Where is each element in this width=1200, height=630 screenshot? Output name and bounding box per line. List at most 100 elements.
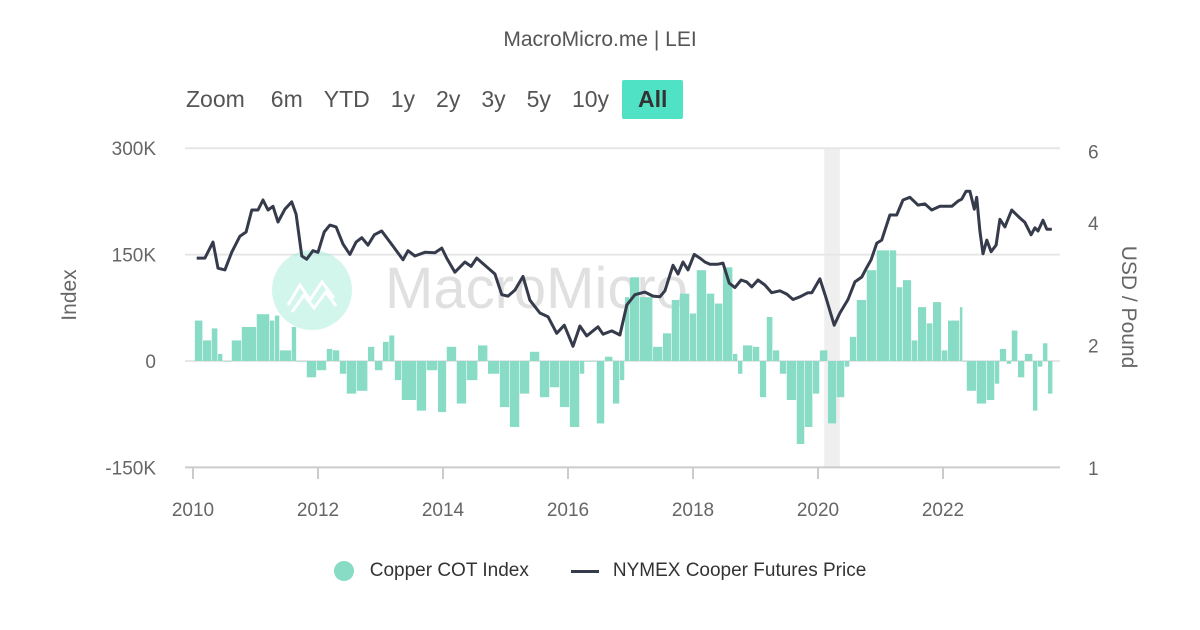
range-button-5y[interactable]: 5y bbox=[526, 86, 551, 112]
cot-bar bbox=[813, 361, 820, 394]
cot-bar bbox=[1011, 330, 1018, 361]
range-button-10y[interactable]: 10y bbox=[571, 86, 610, 112]
range-button-all[interactable]: All bbox=[622, 80, 684, 119]
x-tick-label: 2022 bbox=[922, 500, 964, 521]
cot-bar bbox=[639, 297, 653, 361]
cot-bar bbox=[218, 353, 223, 361]
cot-bar bbox=[779, 361, 787, 374]
cot-bar bbox=[509, 361, 520, 427]
cot-bar bbox=[316, 361, 327, 371]
cot-bar bbox=[223, 361, 232, 362]
cot-bar bbox=[383, 341, 389, 361]
cot-bar bbox=[569, 361, 580, 427]
cot-bar bbox=[549, 361, 560, 388]
cot-bar bbox=[478, 345, 488, 361]
cot-bar bbox=[966, 361, 977, 391]
cot-bar bbox=[256, 314, 270, 361]
y2-tick-label: 4 bbox=[1088, 214, 1099, 235]
cot-bar bbox=[714, 303, 723, 361]
range-button-2y[interactable]: 2y bbox=[436, 86, 461, 112]
cot-bar bbox=[1006, 361, 1012, 364]
range-button-1y[interactable]: 1y bbox=[390, 86, 416, 112]
cot-bar bbox=[519, 361, 530, 394]
cot-bar bbox=[804, 361, 813, 427]
x-tick-label: 2018 bbox=[672, 500, 714, 521]
y-axis-label-right: USD / Pound bbox=[1117, 246, 1140, 369]
cot-bar bbox=[723, 267, 733, 361]
chart-title: MacroMicro.me | LEI bbox=[503, 28, 697, 51]
cot-bar bbox=[866, 270, 877, 361]
cot-bar bbox=[963, 361, 967, 362]
cot-bar bbox=[211, 328, 218, 361]
cot-bar bbox=[844, 361, 850, 367]
cot-bar bbox=[786, 361, 797, 401]
cot-bar bbox=[999, 348, 1007, 361]
cot-bar bbox=[389, 335, 395, 361]
cot-bar bbox=[849, 336, 857, 361]
cot-bar bbox=[584, 361, 597, 362]
cot-bar bbox=[356, 361, 368, 391]
cot-bar bbox=[596, 361, 605, 424]
cot-bar bbox=[986, 361, 995, 401]
cot-bar bbox=[296, 361, 307, 362]
cot-bar bbox=[889, 250, 897, 361]
range-button-6m[interactable]: 6m bbox=[270, 86, 303, 112]
cot-bar bbox=[828, 361, 837, 424]
y-tick-label: 300K bbox=[112, 139, 157, 160]
cot-bar bbox=[579, 361, 585, 374]
y2-tick-label: 2 bbox=[1088, 336, 1099, 357]
cot-bar bbox=[671, 300, 680, 361]
cot-bar bbox=[274, 315, 280, 361]
y-tick-label: 150K bbox=[112, 246, 157, 267]
cot-bar bbox=[624, 297, 630, 361]
range-button-ytd[interactable]: YTD bbox=[323, 86, 370, 112]
cot-bar bbox=[819, 350, 828, 361]
cot-bar bbox=[663, 333, 672, 361]
cot-bar bbox=[948, 320, 960, 361]
cot-bar bbox=[529, 351, 540, 361]
cot-bar bbox=[1043, 343, 1048, 361]
cot-bar bbox=[738, 361, 743, 374]
cot-bar bbox=[394, 361, 402, 381]
legend-price-marker bbox=[570, 569, 599, 573]
cot-bar bbox=[994, 361, 1000, 384]
cot-bar bbox=[488, 361, 500, 374]
legend-item-price[interactable]: NYMEX Cooper Futures Price bbox=[612, 560, 867, 581]
cot-bar bbox=[466, 361, 478, 381]
x-tick-label: 2016 bbox=[547, 500, 589, 521]
cot-bar bbox=[368, 346, 375, 361]
cot-bar bbox=[438, 361, 447, 413]
cot-bar bbox=[959, 307, 963, 361]
y2-tick-label: 1 bbox=[1088, 459, 1099, 480]
cot-bar bbox=[279, 350, 292, 361]
cot-bar bbox=[629, 277, 640, 361]
zoom-label: Zoom bbox=[186, 86, 245, 112]
x-tick-label: 2010 bbox=[172, 500, 214, 521]
cot-bar bbox=[326, 348, 333, 361]
cot-bar bbox=[976, 361, 987, 404]
legend-item-cot[interactable]: Copper COT Index bbox=[369, 560, 529, 581]
cot-bar bbox=[743, 345, 753, 361]
cot-bar bbox=[706, 293, 715, 361]
cot-bar bbox=[604, 356, 613, 361]
cot-bar bbox=[911, 340, 918, 361]
cot-bar bbox=[918, 307, 927, 361]
cot-bar bbox=[876, 250, 890, 361]
cot-bar bbox=[1018, 361, 1025, 378]
y-tick-label: 0 bbox=[145, 352, 156, 373]
x-tick-label: 2020 bbox=[797, 500, 839, 521]
cot-bar bbox=[559, 361, 570, 408]
cot-bar bbox=[753, 346, 760, 361]
range-button-3y[interactable]: 3y bbox=[481, 86, 506, 112]
x-tick-label: 2014 bbox=[422, 500, 465, 521]
cot-bar bbox=[926, 323, 933, 361]
cot-bar bbox=[241, 326, 257, 361]
cot-bar bbox=[446, 346, 457, 361]
cot-bar bbox=[619, 361, 625, 381]
cot-bar bbox=[836, 361, 845, 398]
cot-bar bbox=[613, 361, 620, 404]
cot-bar bbox=[539, 361, 550, 398]
cot-bar bbox=[333, 350, 340, 361]
cot-bar bbox=[856, 300, 867, 361]
